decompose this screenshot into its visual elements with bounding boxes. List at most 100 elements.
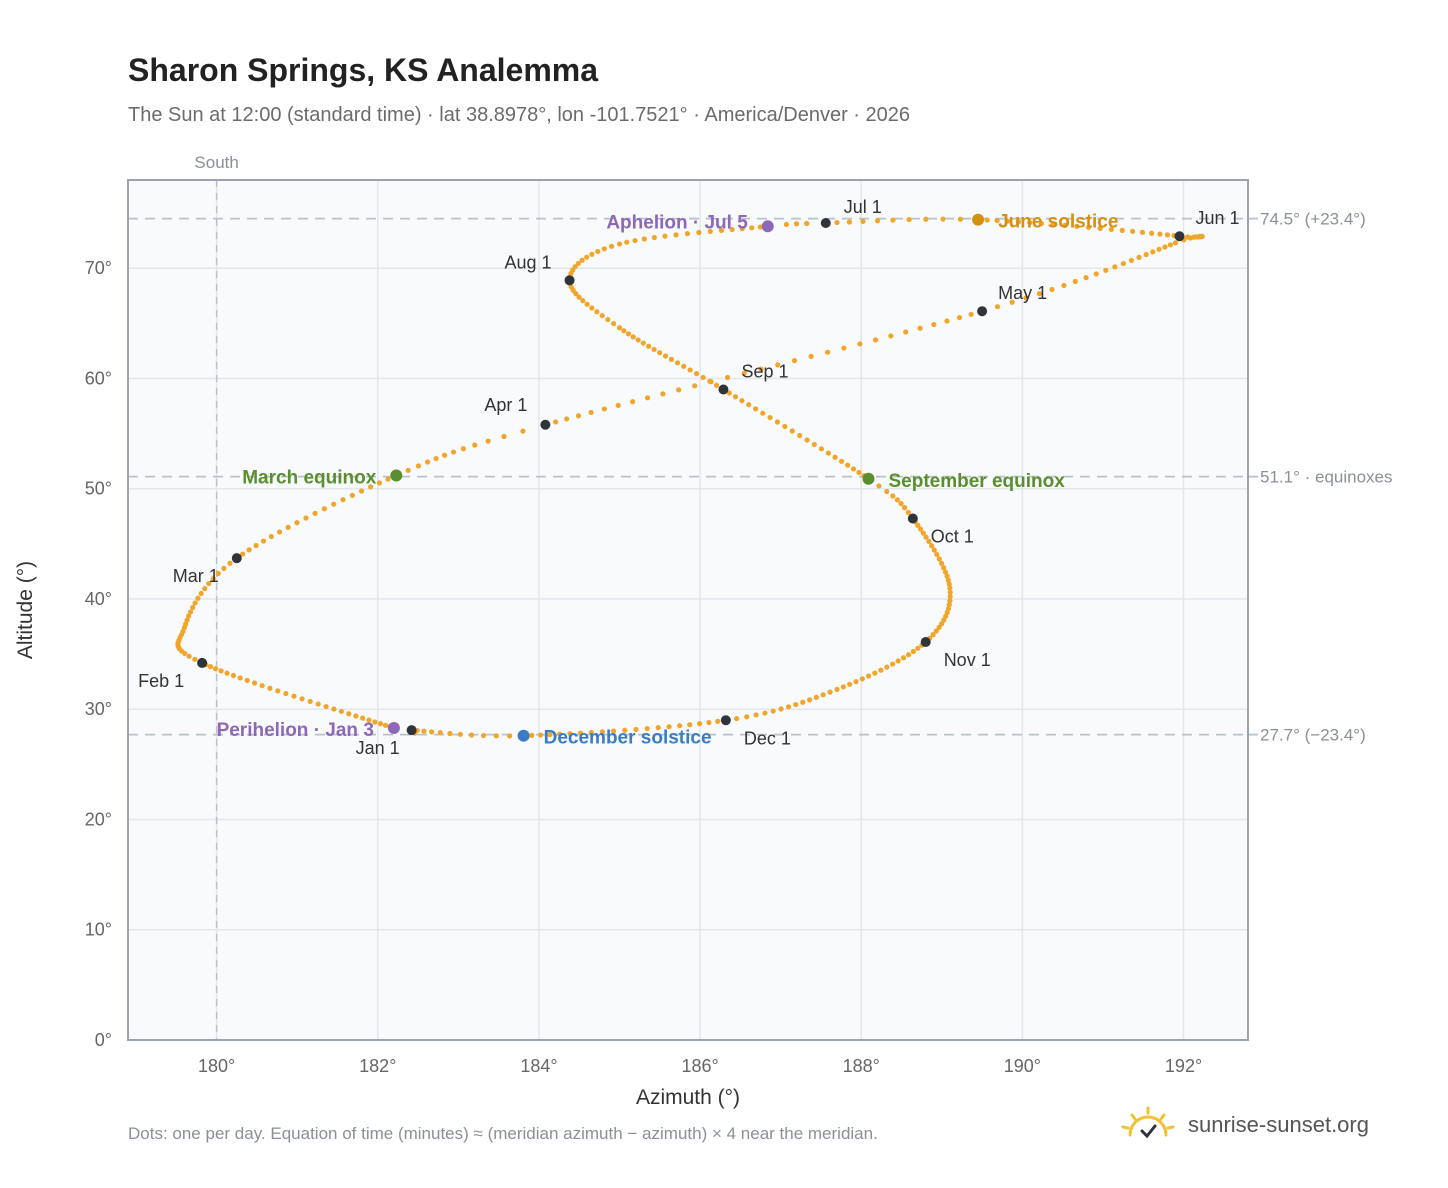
daily-dot: [734, 715, 740, 722]
daily-dot: [946, 602, 952, 608]
daily-dot: [1062, 222, 1068, 228]
daily-dot: [588, 409, 594, 416]
month-label: Dec 1: [744, 728, 791, 748]
event-label: December solstice: [544, 728, 712, 749]
daily-dot: [588, 729, 594, 736]
daily-dot: [818, 446, 825, 452]
daily-dot: [1027, 220, 1033, 226]
daily-dot: [746, 402, 752, 408]
daily-dot: [920, 530, 926, 536]
month-marker: [718, 384, 729, 395]
daily-dot: [845, 462, 851, 468]
daily-dot: [681, 363, 687, 369]
daily-dot: [753, 406, 759, 412]
daily-dot: [706, 719, 712, 726]
y-tick-label: 20°: [85, 809, 112, 829]
daily-dot: [577, 730, 584, 736]
daily-dot: [915, 522, 921, 528]
daily-dot: [860, 218, 866, 224]
daily-dot: [299, 696, 305, 702]
daily-dot: [192, 600, 198, 606]
daily-dot: [644, 725, 650, 732]
daily-dot: [575, 413, 582, 419]
daily-dot: [376, 480, 383, 486]
daily-dot: [259, 682, 265, 689]
event-markers: March equinox September equinox June solst…: [217, 212, 1119, 749]
daily-dot: [186, 613, 192, 619]
daily-dot: [202, 585, 208, 592]
month-marker: [564, 275, 575, 286]
reference-line-label: 74.5° (+23.4°): [1260, 210, 1366, 229]
daily-dot: [808, 353, 814, 359]
month-marker: [197, 657, 208, 668]
daily-dot: [775, 362, 781, 368]
daily-dot: [947, 589, 953, 595]
daily-dot: [900, 655, 907, 661]
daily-dot: [840, 684, 846, 690]
daily-dot: [303, 515, 309, 521]
daily-dot: [377, 721, 384, 727]
daily-dot: [917, 526, 924, 532]
daily-dot: [625, 331, 632, 337]
brand-logo[interactable]: sunrise-sunset.org: [1120, 1100, 1369, 1150]
daily-dot: [472, 442, 478, 448]
x-tick-label: 192°: [1165, 1056, 1202, 1076]
daily-dot: [793, 701, 799, 708]
daily-dot: [872, 337, 879, 343]
daily-dot: [359, 715, 366, 721]
daily-dot: [460, 446, 467, 452]
daily-dot: [947, 585, 953, 591]
daily-dot: [895, 658, 901, 664]
daily-dot: [651, 346, 657, 353]
daily-dot: [633, 726, 639, 733]
daily-dot: [662, 353, 669, 359]
daily-dot: [485, 438, 491, 444]
daily-dot: [910, 648, 916, 655]
daily-dot: [774, 419, 781, 425]
month-label: Sep 1: [741, 361, 788, 381]
daily-dot: [646, 343, 652, 349]
daily-dot: [782, 423, 788, 430]
daily-dot: [1191, 234, 1197, 240]
daily-dot: [1083, 275, 1089, 281]
daily-dot: [834, 686, 840, 692]
daily-dot: [889, 661, 896, 667]
daily-dot: [676, 723, 683, 729]
daily-dot: [820, 692, 826, 698]
daily-dot: [872, 670, 878, 676]
daily-dot: [1015, 219, 1022, 225]
plot-frame: [127, 179, 1249, 1041]
daily-dot: [884, 488, 890, 495]
daily-dot: [415, 463, 422, 469]
daily-dot: [707, 378, 713, 384]
daily-dot: [936, 624, 942, 631]
daily-dot: [732, 394, 739, 400]
daily-dot: [621, 328, 627, 334]
daily-dot: [1136, 254, 1142, 260]
daily-dot: [437, 730, 443, 736]
month-label: Nov 1: [944, 650, 991, 670]
daily-dot: [760, 410, 766, 416]
daily-dot: [800, 699, 806, 705]
daily-dot: [285, 524, 291, 530]
daily-dot: [957, 216, 964, 222]
daily-dot: [874, 218, 881, 224]
daily-dot: [739, 226, 745, 232]
daily-dot: [791, 358, 798, 364]
daily-dot: [739, 398, 745, 404]
daily-dot: [294, 520, 300, 526]
daily-dot: [741, 370, 747, 376]
daily-dot: [1184, 234, 1191, 240]
daily-dot: [834, 219, 840, 226]
daily-dot: [457, 731, 463, 737]
daily-dot: [947, 593, 953, 600]
daily-dot: [450, 449, 457, 455]
daily-dot: [1143, 251, 1149, 258]
daily-dot: [579, 257, 585, 263]
daily-dot: [429, 729, 435, 735]
daily-dot: [687, 367, 693, 373]
daily-dot: [251, 680, 258, 686]
daily-dot: [1167, 242, 1173, 248]
daily-dot: [1097, 225, 1103, 231]
daily-dot: [832, 454, 838, 460]
